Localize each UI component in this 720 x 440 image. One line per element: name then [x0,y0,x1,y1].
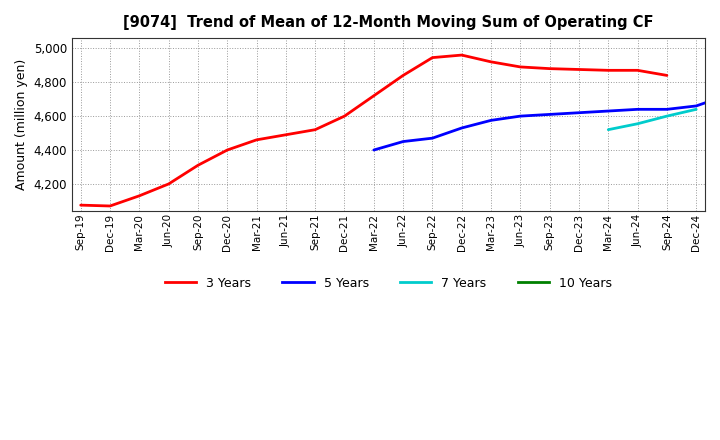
Title: [9074]  Trend of Mean of 12-Month Moving Sum of Operating CF: [9074] Trend of Mean of 12-Month Moving … [123,15,654,30]
Y-axis label: Amount (million yen): Amount (million yen) [15,59,28,190]
Legend: 3 Years, 5 Years, 7 Years, 10 Years: 3 Years, 5 Years, 7 Years, 10 Years [160,272,617,295]
